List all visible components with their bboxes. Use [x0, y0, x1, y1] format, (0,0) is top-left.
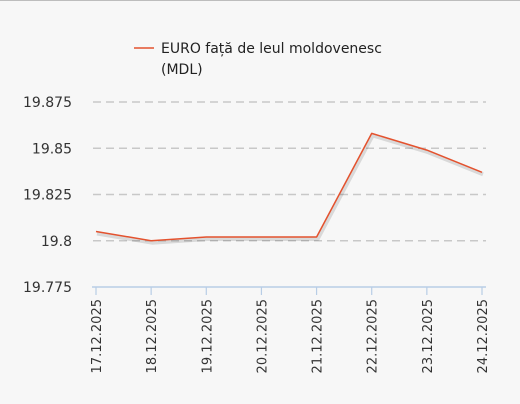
y-tick-label: 19.8 — [41, 234, 72, 250]
x-tick-label: 17.12.2025 — [90, 299, 105, 373]
y-tick-label: 19.875 — [23, 95, 72, 111]
y-tick-label: 19.775 — [23, 280, 72, 296]
x-tick-label: 18.12.2025 — [145, 299, 160, 373]
x-tick-label: 19.12.2025 — [200, 299, 215, 373]
data-point[interactable] — [476, 166, 488, 178]
x-tick-label: 24.12.2025 — [476, 299, 491, 373]
series-line[interactable] — [95, 132, 483, 242]
y-tick-label: 19.825 — [23, 188, 72, 204]
legend-label-line-2: (MDL) — [161, 62, 203, 78]
legend[interactable]: EURO față de leul moldovenesc (MDL) — [134, 41, 382, 78]
y-axis-ticks: 19.775 19.8 19.825 19.85 19.875 — [23, 95, 72, 296]
x-axis-ticks: 17.12.2025 18.12.2025 19.12.2025 20.12.2025… — [90, 287, 491, 373]
data-point[interactable] — [421, 144, 433, 156]
x-tick-label: 21.12.2025 — [311, 299, 326, 373]
data-point[interactable] — [255, 231, 267, 243]
x-tick-label: 23.12.2025 — [421, 299, 436, 373]
series-group — [90, 127, 488, 247]
legend-label-line-1: EURO față de leul moldovenesc — [161, 41, 382, 57]
data-point[interactable] — [90, 226, 102, 238]
data-point[interactable] — [145, 235, 157, 247]
data-point[interactable] — [366, 127, 378, 139]
x-tick-label: 20.12.2025 — [255, 299, 270, 373]
series-line-shadow — [96, 133, 484, 245]
data-point[interactable] — [311, 231, 323, 243]
data-point[interactable] — [200, 231, 212, 243]
x-tick-label: 22.12.2025 — [366, 299, 381, 373]
grid-lines — [93, 101, 486, 242]
y-tick-label: 19.85 — [32, 141, 72, 157]
